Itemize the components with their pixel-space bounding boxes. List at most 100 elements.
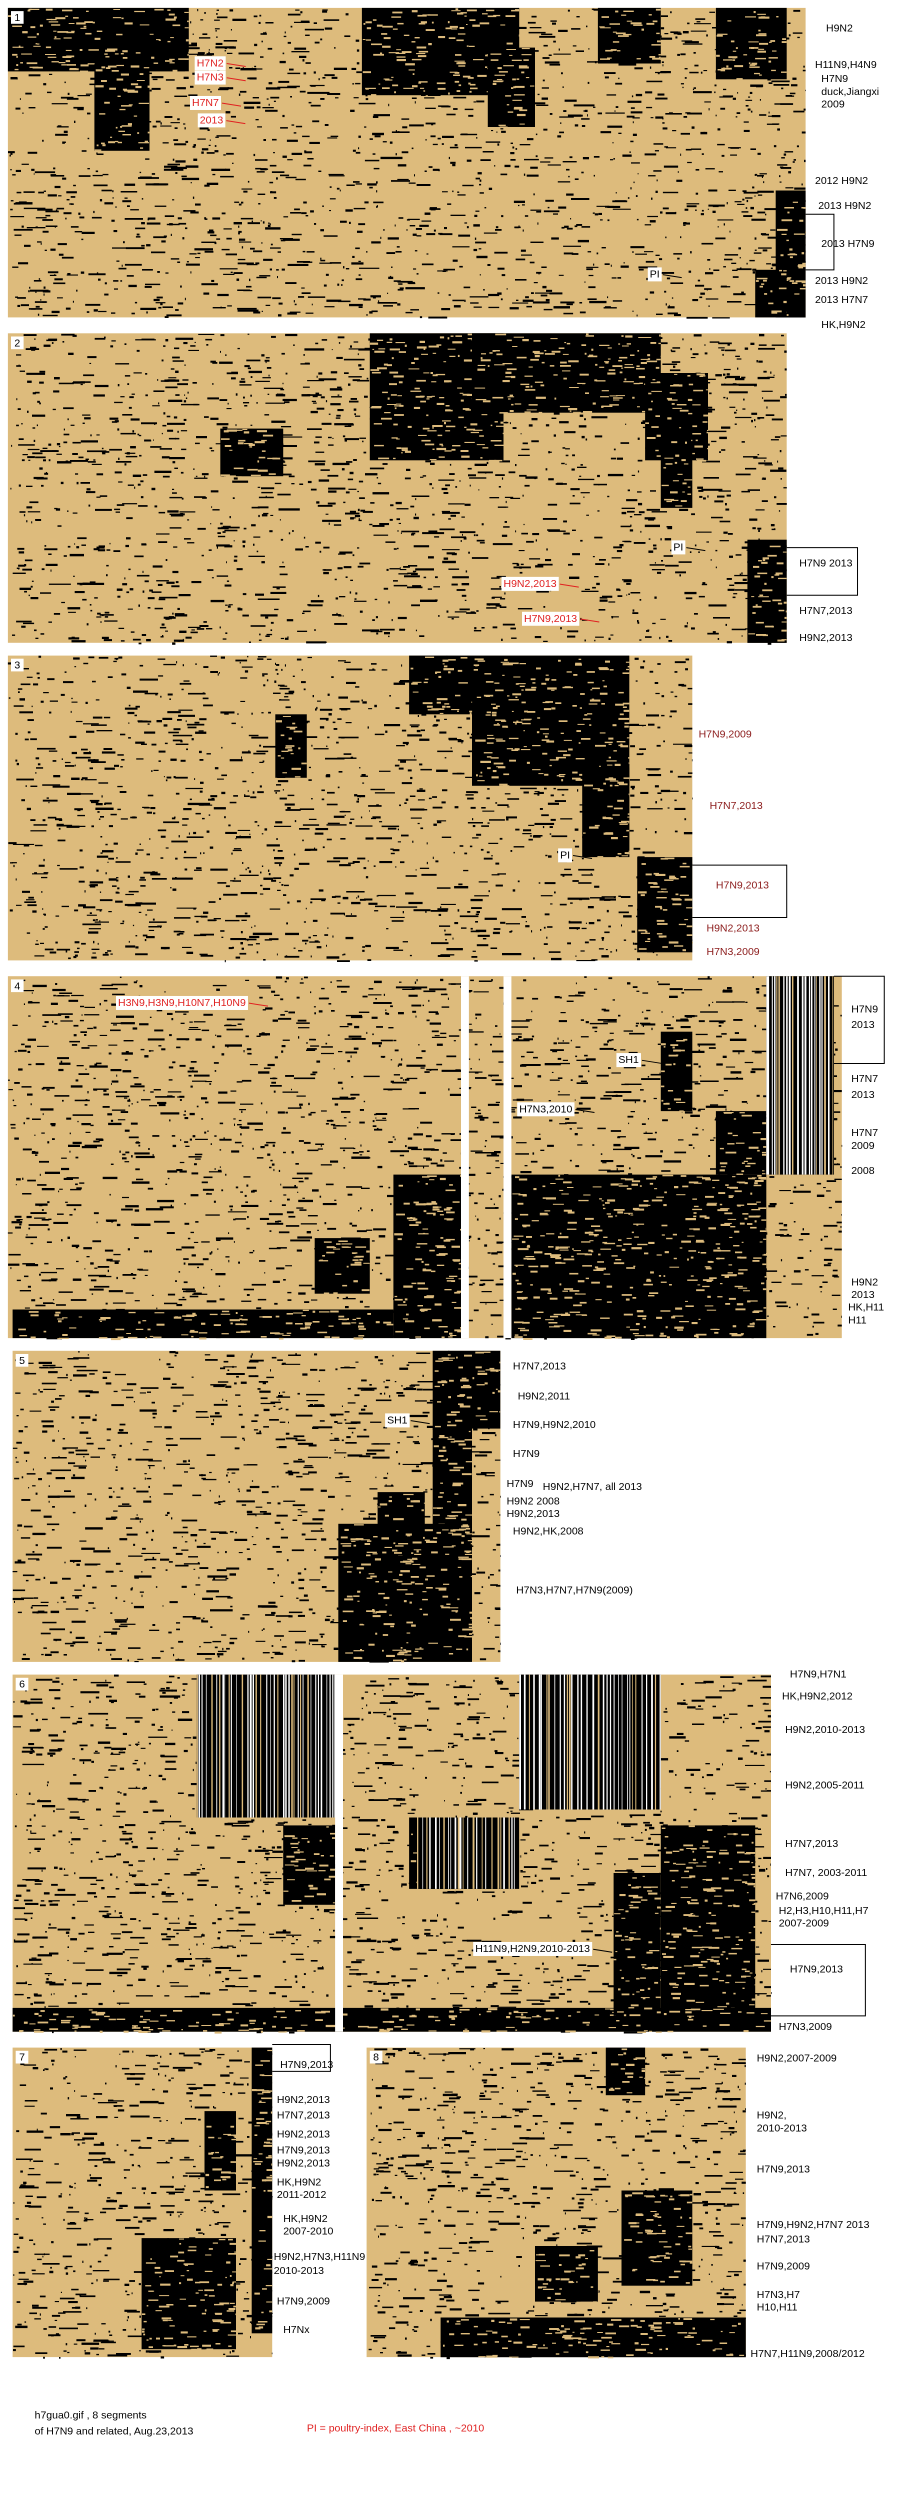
speck: [768, 115, 773, 117]
speck: [378, 457, 390, 460]
speck: [9, 909, 13, 912]
speck: [492, 350, 496, 352]
speck: [11, 444, 13, 447]
speck: [124, 183, 136, 186]
speck: [83, 752, 92, 755]
speck: [525, 476, 538, 479]
speck: [291, 51, 310, 53]
speck: [745, 105, 749, 107]
speck: [27, 36, 37, 38]
speck: [333, 524, 342, 526]
speck: [449, 71, 458, 73]
speck: [683, 116, 688, 118]
speck: [407, 769, 412, 772]
segment-label: 2013 H9N2: [818, 200, 871, 212]
speck: [117, 595, 121, 598]
speck: [511, 403, 514, 406]
speck: [199, 37, 211, 39]
speck: [441, 143, 444, 145]
speck: [770, 439, 779, 441]
speck: [544, 157, 554, 159]
speck: [146, 311, 148, 314]
speck: [233, 222, 242, 225]
speck: [190, 85, 194, 88]
speck: [115, 126, 118, 129]
speck: [759, 42, 769, 45]
speck: [345, 209, 353, 212]
speck: [405, 63, 415, 66]
speck: [743, 191, 759, 194]
speck: [398, 522, 401, 524]
speck: [510, 497, 521, 499]
speck: [240, 68, 257, 71]
speck: [415, 629, 417, 632]
speck: [660, 798, 663, 801]
speck: [732, 596, 736, 599]
speck: [247, 367, 251, 370]
speck: [616, 550, 623, 553]
speck: [37, 677, 40, 679]
speck: [51, 103, 68, 105]
speck: [708, 604, 727, 607]
speck: [95, 69, 103, 72]
speck: [345, 491, 350, 494]
speck: [114, 471, 122, 474]
speck: [566, 227, 573, 230]
speck: [793, 110, 805, 113]
speck: [187, 519, 190, 521]
speck: [492, 82, 497, 85]
speck: [271, 420, 286, 423]
speck: [228, 429, 234, 432]
speck: [89, 362, 92, 364]
speck: [130, 83, 139, 86]
speck: [675, 211, 677, 214]
speck: [56, 207, 65, 210]
speck: [319, 726, 325, 729]
speck: [514, 403, 522, 405]
speck: [698, 551, 700, 553]
speck: [472, 825, 476, 828]
speck: [280, 239, 286, 242]
segment-label: 2009: [821, 99, 845, 111]
speck: [231, 722, 236, 725]
speck: [656, 179, 658, 182]
speck: [684, 625, 688, 628]
speck: [414, 174, 415, 177]
annotation-bg: [671, 540, 686, 555]
speck: [735, 378, 745, 381]
speck: [170, 37, 174, 39]
speck: [62, 177, 67, 180]
speck: [97, 612, 101, 615]
speck: [54, 36, 57, 39]
speck: [638, 511, 645, 514]
speck: [12, 266, 19, 268]
speck: [554, 891, 556, 894]
speck: [678, 384, 683, 387]
speck: [746, 199, 749, 203]
speck: [484, 207, 487, 209]
speck: [42, 819, 46, 822]
speck: [265, 616, 269, 619]
speck: [479, 542, 485, 544]
speck: [385, 541, 396, 543]
speck: [542, 285, 547, 289]
speck: [127, 608, 133, 610]
speck: [38, 655, 42, 658]
speck: [307, 428, 322, 430]
speck: [62, 9, 73, 12]
speck: [139, 678, 158, 681]
speck: [607, 205, 621, 208]
speck: [398, 217, 404, 219]
speck: [547, 164, 561, 166]
speck: [131, 393, 135, 395]
speck: [756, 360, 758, 363]
speck: [793, 9, 801, 12]
speck: [218, 88, 229, 91]
speck: [130, 418, 140, 421]
speck: [729, 406, 736, 408]
speck: [317, 700, 321, 702]
speck: [160, 125, 172, 127]
speck: [635, 195, 638, 197]
speck: [47, 271, 59, 274]
speck: [661, 484, 669, 487]
